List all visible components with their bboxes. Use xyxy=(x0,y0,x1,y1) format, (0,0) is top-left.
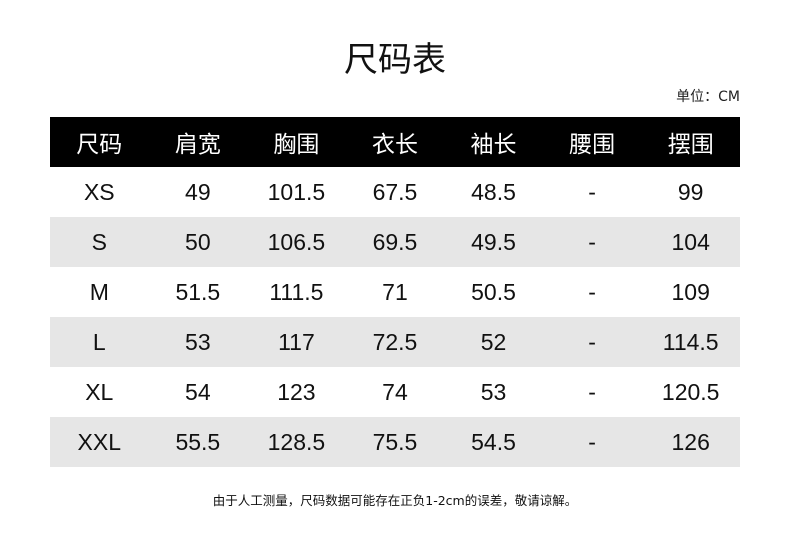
measurement-cell: 55.5 xyxy=(148,417,248,467)
measurement-cell: 54.5 xyxy=(444,417,543,467)
measurement-cell: 109 xyxy=(671,278,710,305)
size-cell: XL xyxy=(85,378,114,405)
column-header: 胸围 xyxy=(247,117,346,167)
column-header: 袖长 xyxy=(444,117,543,167)
unit-label: 单位：CM xyxy=(676,89,740,105)
measurement-cell: 114.5 xyxy=(641,317,740,367)
table-row: XL 54 123 74 53 - 120.5 xyxy=(50,367,740,417)
size-cell: M xyxy=(89,278,109,305)
measurement-cell: 104 xyxy=(641,217,740,267)
measurement-cell: 128.5 xyxy=(247,417,346,467)
measurement-cell: 111.5 xyxy=(269,278,324,305)
measurement-cell: 126 xyxy=(641,417,740,467)
size-cell: S xyxy=(50,217,149,267)
size-cell: XS xyxy=(83,178,115,205)
measurement-cell: 48.5 xyxy=(471,178,516,205)
size-cell: L xyxy=(50,317,149,367)
measurement-cell: 120.5 xyxy=(661,378,720,405)
measurement-cell: - xyxy=(542,217,642,267)
measurement-cell: 52 xyxy=(444,317,543,367)
measurement-cell: 69.5 xyxy=(345,217,445,267)
measurement-cell: 50.5 xyxy=(471,278,516,305)
table-row: S 50 106.5 69.5 49.5-104 xyxy=(50,217,740,267)
measurement-cell: - xyxy=(588,178,596,205)
table-row: XS 49 101.5 67.5 48.5 - 99 xyxy=(50,167,740,217)
column-header: 尺码 xyxy=(50,117,149,167)
measurement-cell: 72.5 xyxy=(345,317,445,367)
table-row: M 51.5 111.5 71 50.5 - 109 xyxy=(50,267,740,317)
measurement-cell: 117 xyxy=(247,317,346,367)
measurement-cell: 75.5 xyxy=(345,417,445,467)
table-row: L 53 117 72.5 52-114.5 xyxy=(50,317,740,367)
measurement-cell: 53 xyxy=(480,378,507,405)
measurement-cell: 51.5 xyxy=(175,278,221,305)
measurement-cell: - xyxy=(588,278,596,305)
measurement-cell: 106.5 xyxy=(247,217,346,267)
measurement-cell: 101.5 xyxy=(267,178,326,205)
page-title: 尺码表 xyxy=(344,40,446,80)
table-header-row: 尺码 肩宽 胸围 衣长 袖长 腰围 摆围 xyxy=(50,117,740,167)
column-header: 腰围 xyxy=(542,117,642,167)
size-chart-table: 尺码 肩宽 胸围 衣长 袖长 腰围 摆围 XS 49 101.5 67.5 48.5-99 S 50 10… xyxy=(50,117,740,467)
measurement-cell: 53 xyxy=(148,317,248,367)
table-row: XXL 55.5 128.5 75.5 54.5-126 xyxy=(50,417,740,467)
column-header: 衣长 xyxy=(345,117,445,167)
measurement-cell: 123 xyxy=(277,378,316,405)
column-header: 摆围 xyxy=(641,117,740,167)
measurement-cell: 49 xyxy=(185,178,211,205)
measurement-cell: 50 xyxy=(148,217,248,267)
measurement-cell: - xyxy=(542,417,642,467)
measurement-cell: - xyxy=(542,317,642,367)
measurement-cell: 71 xyxy=(382,278,408,305)
size-cell: XXL xyxy=(50,417,149,467)
measurement-cell: 54 xyxy=(185,378,211,405)
measurement-cell: 67.5 xyxy=(372,178,418,205)
measurement-cell: 99 xyxy=(677,178,704,205)
column-header: 肩宽 xyxy=(148,117,248,167)
footnote: 由于人工测量，尺码数据可能存在正负1-2cm的误差，敬请谅解。 xyxy=(212,493,578,508)
measurement-cell: 74 xyxy=(382,378,408,405)
measurement-cell: - xyxy=(588,378,596,405)
measurement-cell: 49.5 xyxy=(444,217,543,267)
